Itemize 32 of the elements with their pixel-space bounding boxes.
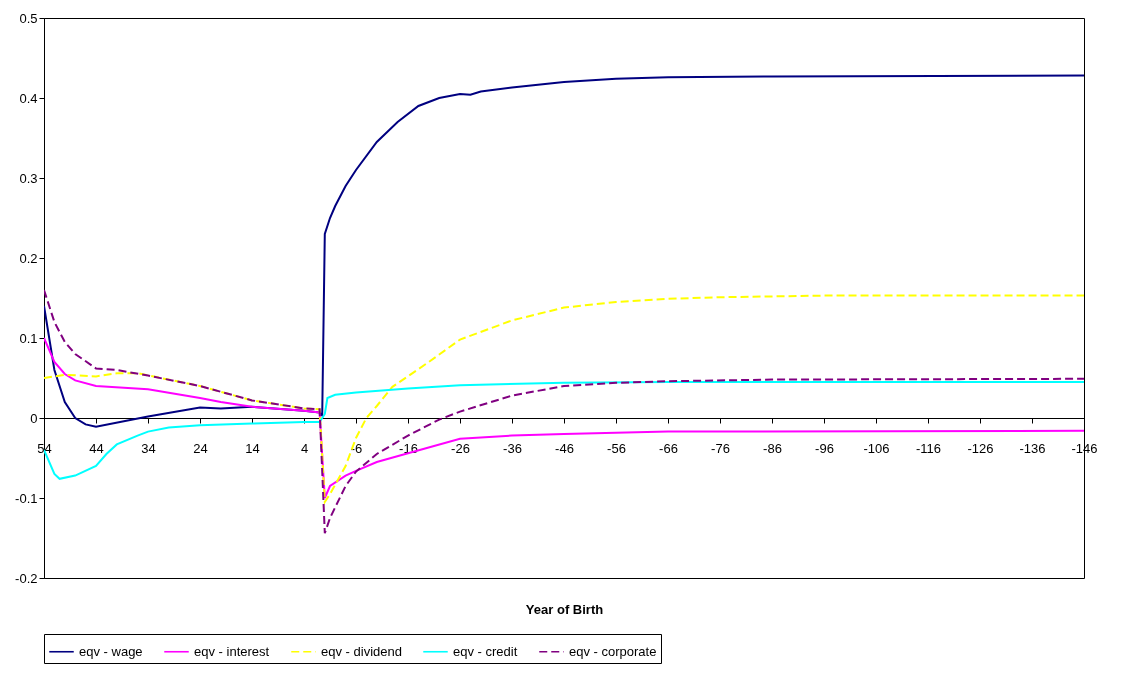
legend-label: eqv - credit bbox=[453, 643, 518, 659]
y-tick-label: 0 bbox=[30, 410, 38, 426]
x-tick-label: 34 bbox=[141, 440, 156, 456]
x-tick-label: -136 bbox=[1019, 440, 1046, 456]
x-tick-label: 44 bbox=[89, 440, 104, 456]
y-tick-label: 0.3 bbox=[19, 170, 38, 186]
y-tick-label: 0.5 bbox=[19, 10, 38, 26]
x-tick-label: -106 bbox=[863, 440, 890, 456]
x-tick-label: -56 bbox=[607, 440, 626, 456]
x-tick-label: -66 bbox=[659, 440, 678, 456]
legend-label: eqv - wage bbox=[79, 643, 143, 659]
x-tick-label: -26 bbox=[451, 440, 470, 456]
legend-label: eqv - interest bbox=[194, 643, 270, 659]
legend-label: eqv - corporate bbox=[569, 643, 657, 659]
y-tick-label: 0.2 bbox=[19, 250, 38, 266]
x-tick-label: -86 bbox=[763, 440, 782, 456]
x-tick-label: -46 bbox=[555, 440, 574, 456]
x-tick-label: -126 bbox=[967, 440, 994, 456]
x-tick-label: 14 bbox=[245, 440, 260, 456]
y-tick-label: -0.2 bbox=[15, 570, 38, 586]
y-tick-label: 0.4 bbox=[19, 90, 38, 106]
x-axis-title: Year of Birth bbox=[525, 601, 604, 617]
legend-label: eqv - dividend bbox=[321, 643, 402, 659]
x-tick-label: -36 bbox=[503, 440, 522, 456]
x-tick-label: 4 bbox=[300, 440, 309, 456]
y-tick-label: 0.1 bbox=[19, 330, 38, 346]
x-tick-label: -116 bbox=[915, 440, 942, 456]
x-tick-label: -96 bbox=[815, 440, 834, 456]
x-tick-label: 24 bbox=[193, 440, 208, 456]
x-tick-label: -76 bbox=[711, 440, 730, 456]
y-tick-label: -0.1 bbox=[15, 490, 38, 506]
x-tick-label: -6 bbox=[350, 440, 363, 456]
